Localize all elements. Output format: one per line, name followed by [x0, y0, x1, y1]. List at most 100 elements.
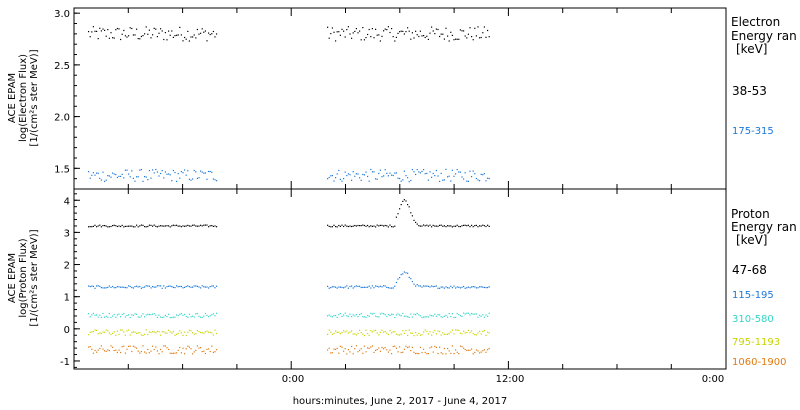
data-point: [179, 177, 181, 179]
data-point: [184, 225, 186, 227]
data-point: [359, 349, 361, 351]
data-point: [184, 169, 186, 171]
data-point: [145, 314, 147, 316]
data-point: [335, 330, 337, 332]
data-point: [461, 315, 463, 317]
data-point: [148, 313, 150, 316]
data-point: [418, 314, 420, 316]
data-point: [386, 172, 388, 174]
data-point: [387, 26, 389, 28]
data-point: [482, 224, 484, 226]
data-point: [355, 345, 357, 347]
data-point: [421, 352, 423, 354]
data-point: [483, 173, 485, 175]
data-point: [378, 225, 380, 227]
data-point: [439, 287, 441, 289]
data-point: [402, 330, 404, 332]
data-point: [346, 225, 348, 227]
data-point: [367, 347, 369, 349]
data-point: [437, 314, 439, 316]
data-point: [161, 351, 163, 353]
data-point: [214, 329, 216, 331]
data-point: [94, 224, 96, 226]
data-point: [100, 226, 102, 228]
data-point: [411, 280, 413, 283]
y-tick-label: 2: [64, 261, 70, 272]
data-point: [426, 35, 428, 37]
data-point: [467, 180, 469, 182]
data-point: [389, 330, 391, 332]
data-point: [346, 285, 348, 287]
data-point: [407, 272, 409, 274]
data-point: [453, 316, 455, 319]
data-point: [188, 329, 190, 331]
data-point: [407, 316, 409, 318]
data-point: [389, 224, 391, 226]
data-point: [171, 30, 173, 32]
data-point: [92, 225, 94, 227]
data-point: [192, 286, 194, 288]
data-point: [128, 285, 130, 287]
data-point: [427, 179, 429, 181]
data-point: [395, 281, 397, 284]
data-point: [392, 287, 394, 289]
data-point: [451, 345, 453, 347]
data-point: [424, 36, 426, 39]
data-point: [437, 175, 439, 177]
data-point: [110, 333, 112, 336]
data-point: [439, 224, 441, 226]
data-point: [156, 36, 158, 38]
data-point: [479, 314, 481, 316]
data-point: [386, 332, 388, 334]
data-point: [363, 286, 365, 288]
data-point: [169, 285, 171, 287]
y-tick-label: 2.5: [54, 61, 70, 72]
data-point: [480, 225, 482, 227]
x-tick-label-1: 12:00: [496, 374, 525, 385]
data-point: [99, 27, 101, 29]
data-point: [116, 314, 118, 316]
data-point: [107, 286, 109, 288]
data-point: [160, 334, 162, 336]
data-point: [100, 287, 102, 289]
data-point: [418, 35, 420, 38]
data-point: [195, 333, 197, 335]
data-point: [187, 331, 189, 333]
data-point: [136, 285, 138, 287]
data-point: [104, 29, 106, 31]
data-point: [327, 349, 329, 351]
data-point: [129, 176, 131, 178]
data-point: [352, 225, 354, 227]
data-point: [376, 332, 378, 334]
data-point: [341, 286, 343, 288]
data-point: [164, 345, 166, 347]
data-point: [193, 285, 195, 287]
data-point: [450, 352, 452, 354]
data-point: [480, 173, 482, 175]
data-point: [351, 225, 353, 228]
data-point: [89, 316, 91, 318]
data-point: [456, 351, 458, 353]
data-point: [357, 32, 359, 34]
data-point: [384, 314, 386, 316]
data-point: [331, 226, 333, 228]
data-point: [150, 287, 152, 289]
data-point: [384, 347, 386, 349]
data-point: [367, 314, 369, 317]
data-point: [346, 315, 348, 317]
data-point: [394, 40, 396, 42]
data-point: [123, 345, 125, 347]
data-point: [128, 173, 130, 175]
data-point: [102, 287, 104, 289]
data-point: [403, 199, 405, 201]
data-point: [121, 329, 123, 331]
data-point: [206, 286, 208, 288]
data-point: [208, 331, 210, 333]
data-point: [211, 332, 213, 334]
data-point: [450, 331, 452, 333]
data-point: [160, 172, 162, 175]
data-point: [379, 224, 381, 226]
data-point: [402, 273, 404, 275]
data-point: [376, 224, 378, 226]
